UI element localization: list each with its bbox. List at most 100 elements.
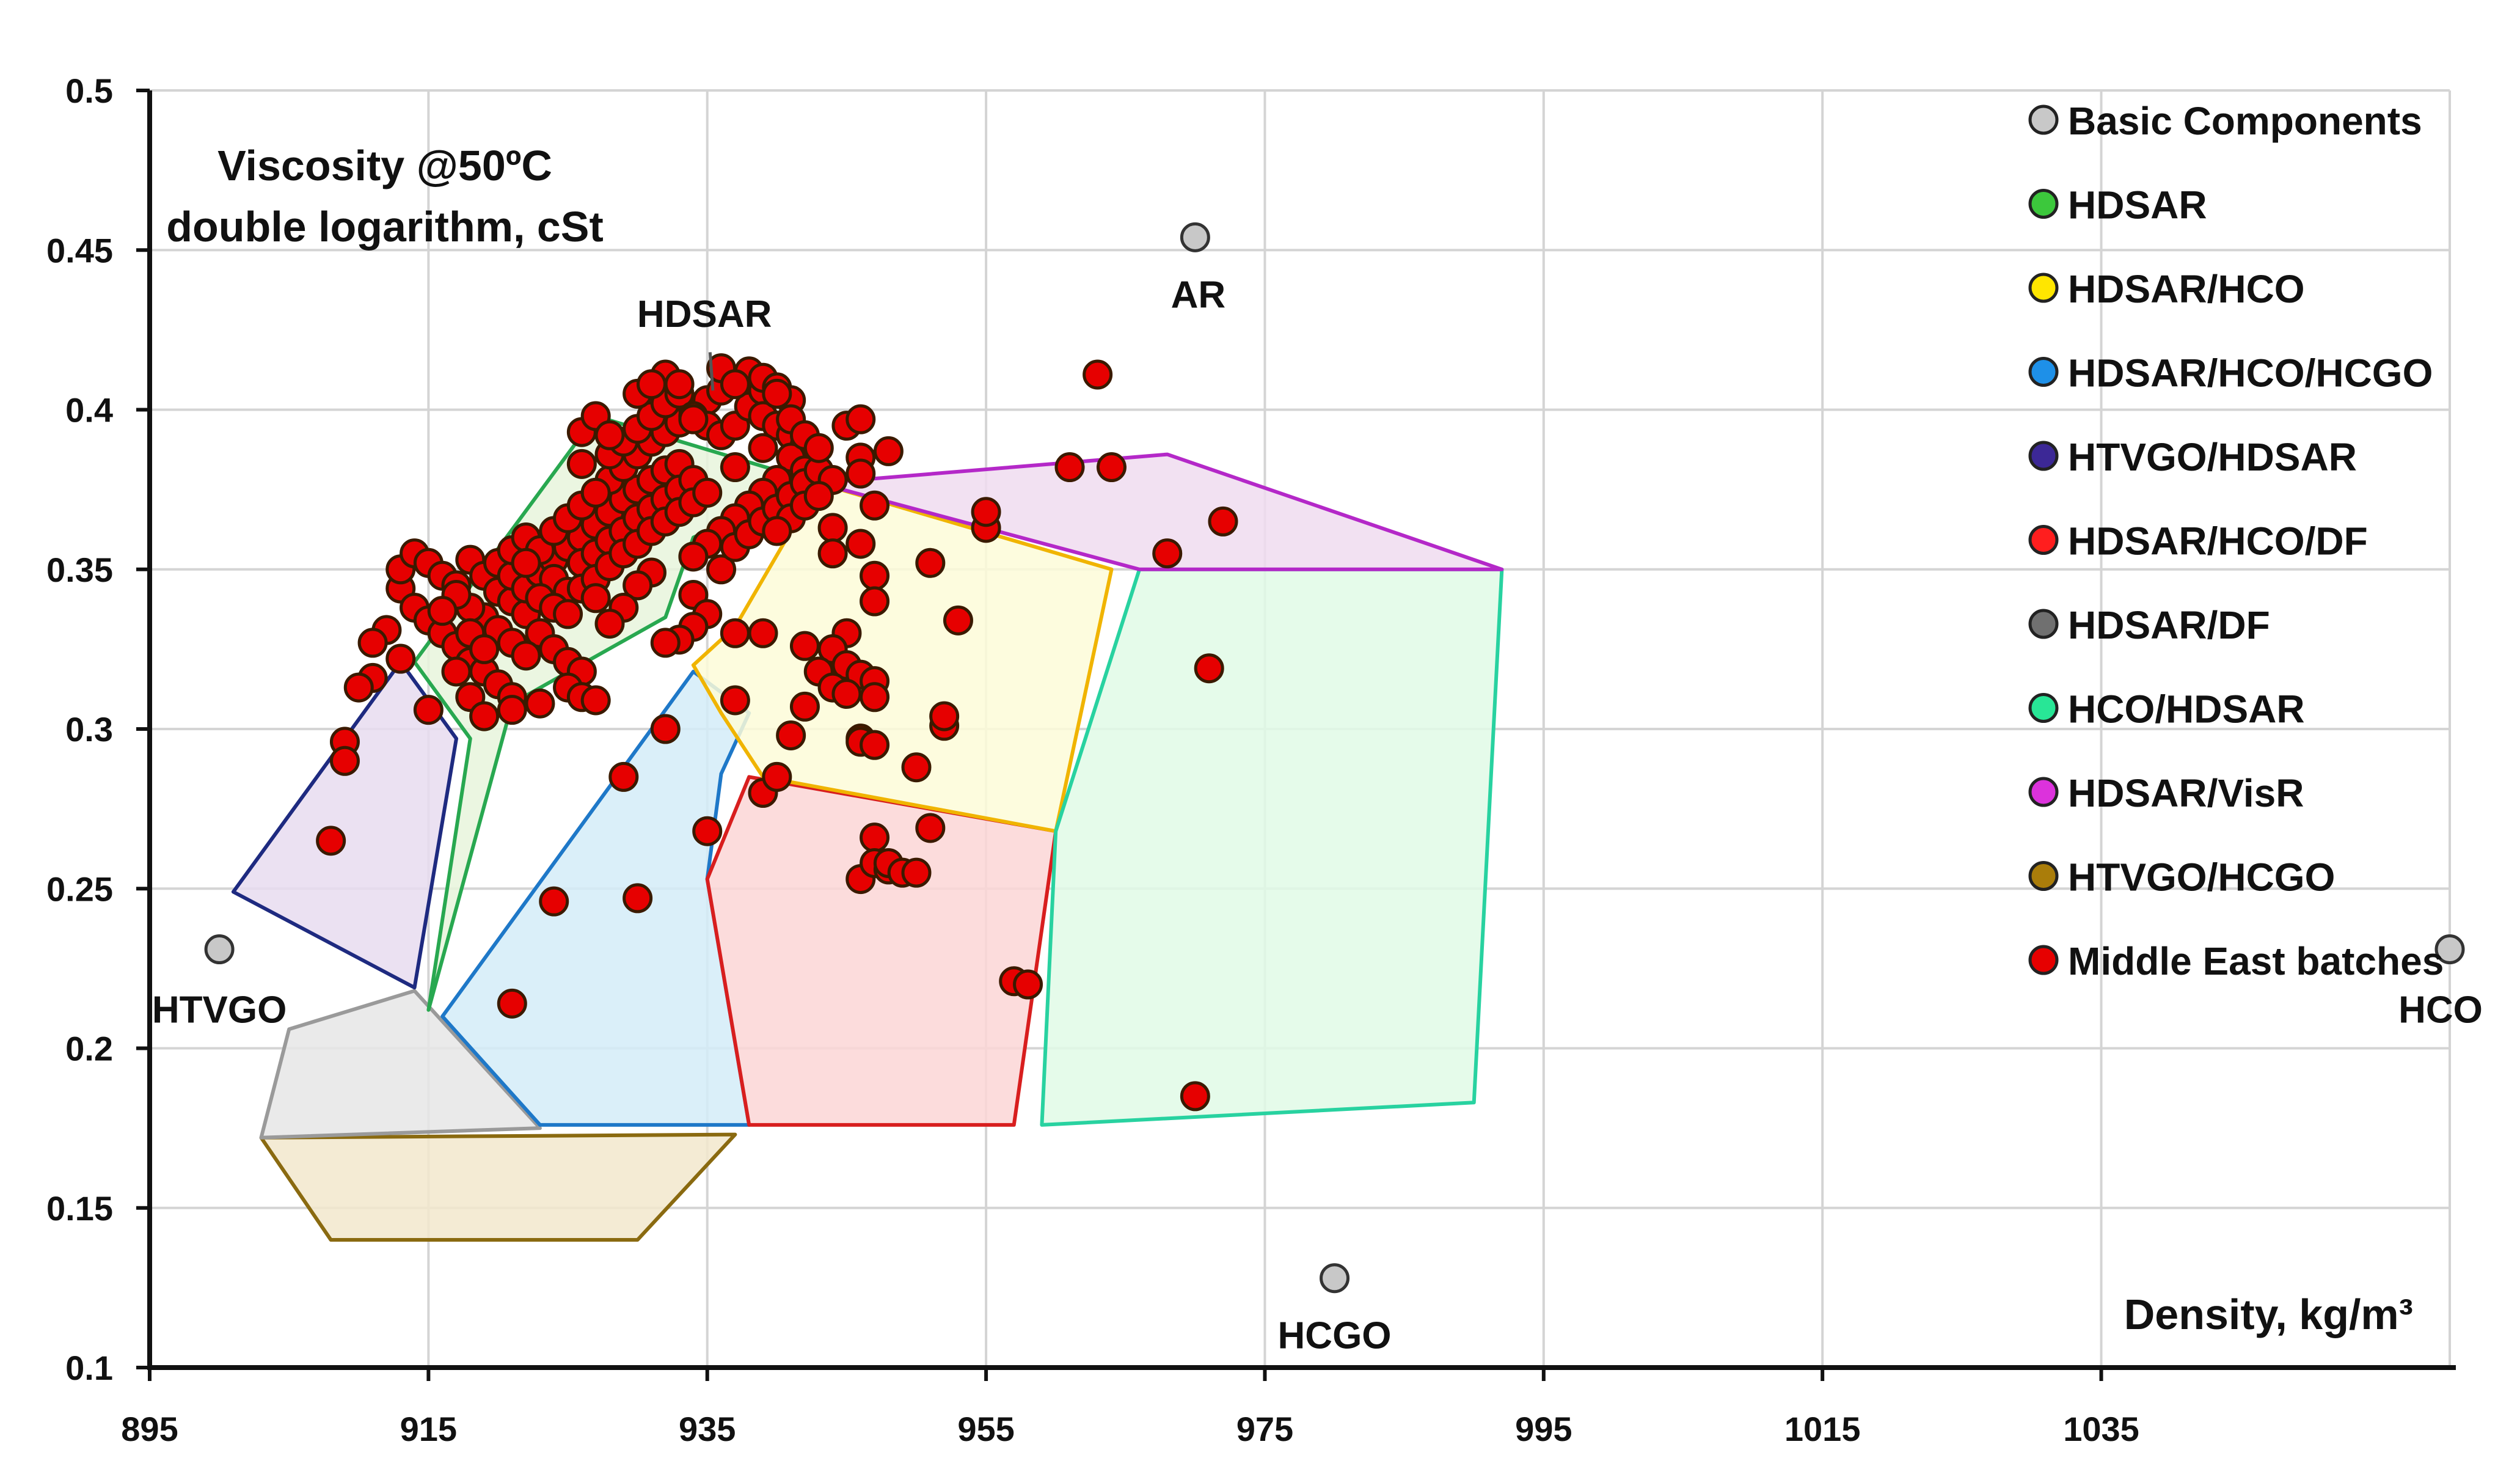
hdsar-callout: HDSAR: [637, 293, 772, 335]
basic-component-label: HCO: [2398, 989, 2483, 1031]
legend-label: HDSAR/HCO: [2068, 267, 2305, 311]
basic-component-point: [1180, 222, 1210, 252]
legend-marker: [2028, 945, 2059, 975]
y-tick-label: 0.1: [65, 1349, 113, 1387]
batch-point: [623, 883, 653, 914]
batch-point: [329, 745, 360, 776]
batch-point: [803, 433, 834, 463]
y-tick-label: 0.35: [46, 551, 113, 589]
legend-label: Middle East batches: [2068, 939, 2444, 983]
batch-point: [831, 679, 862, 709]
legend-marker: [2028, 104, 2059, 135]
legend-marker: [2028, 189, 2059, 219]
batch-point: [441, 656, 472, 687]
batch-point: [594, 609, 625, 639]
batch-point: [385, 643, 416, 674]
batch-point: [692, 816, 723, 846]
batch-point: [748, 618, 778, 648]
legend-label: HDSAR/VisR: [2068, 771, 2304, 815]
batch-point: [1208, 506, 1238, 537]
batch-point: [580, 583, 611, 614]
legend-label: HTVGO/HCGO: [2068, 855, 2335, 899]
batch-point: [817, 538, 848, 569]
batch-point: [678, 541, 709, 572]
batch-point: [594, 420, 625, 450]
batch-point: [1013, 969, 1043, 1000]
y-axis-title-line: Viscosity @50ºC: [217, 142, 552, 189]
batch-point: [845, 458, 876, 489]
legend-marker: [2028, 441, 2059, 471]
y-tick-label: 0.5: [65, 71, 113, 110]
legend-marker: [2028, 609, 2059, 639]
batch-point: [720, 618, 750, 648]
batch-point: [343, 672, 374, 703]
batch-point: [469, 701, 500, 731]
batch-point: [539, 886, 569, 917]
x-tick-label: 915: [400, 1410, 457, 1448]
hdsar-callout-leader: [708, 352, 715, 391]
batch-point: [943, 605, 973, 636]
batch-point: [860, 730, 890, 760]
legend: Basic Components HDSAR HDSAR/HCO HDSAR/HCO/…: [2028, 99, 2444, 983]
batch-point: [1152, 538, 1183, 569]
basic-component-point: [1320, 1263, 1350, 1294]
batch-point: [817, 513, 848, 543]
batch-point: [608, 761, 639, 792]
annotations: Viscosity @50ºC double logarithm, cSt Dens…: [152, 142, 2483, 1357]
batch-point: [511, 640, 541, 671]
batch-point: [1054, 452, 1085, 483]
basic-component-point: [2434, 934, 2465, 965]
y-tick-label: 0.45: [46, 231, 113, 269]
batch-point: [1083, 359, 1113, 390]
x-tick-label: 955: [957, 1410, 1014, 1448]
y-tick-label: 0.15: [46, 1189, 113, 1228]
batch-point: [413, 695, 444, 725]
basic-component-label: HTVGO: [152, 989, 287, 1031]
x-tick-label: 1035: [2063, 1410, 2139, 1448]
batch-point: [664, 369, 695, 400]
batch-point: [915, 813, 946, 843]
region-hdsar-visr: [817, 452, 1504, 571]
axes: 0.1 0.15 0.2 0.25 0.3 0.35 0.4 0.45 0.5 895 915 935…: [46, 71, 2456, 1448]
legend-marker: [2028, 357, 2059, 387]
legend-marker: [2028, 777, 2059, 807]
batch-point: [316, 826, 346, 856]
batch-point: [678, 404, 709, 434]
batch-point: [720, 685, 750, 716]
batch-point: [720, 369, 750, 400]
x-tick-label: 935: [679, 1410, 736, 1448]
batch-point: [873, 436, 904, 466]
batch-point: [525, 688, 555, 719]
batch-point: [650, 628, 681, 658]
batch-point: [762, 378, 792, 409]
y-axis-title-line: double logarithm, cSt: [166, 203, 604, 251]
x-tick-label: 975: [1236, 1410, 1293, 1448]
basic-component-label: HCGO: [1278, 1315, 1392, 1357]
batch-point: [845, 529, 876, 559]
legend-marker: [2028, 273, 2059, 303]
batch-point: [692, 477, 723, 508]
x-tick-label: 1015: [1784, 1410, 1861, 1448]
region-htvgo-hcgo: [259, 1132, 737, 1242]
batch-point: [748, 433, 778, 463]
batch-point: [860, 822, 890, 853]
batch-point: [789, 691, 820, 722]
batch-point: [553, 599, 583, 629]
batch-point: [1194, 653, 1224, 684]
x-axis-title: Density, kg/m³: [2124, 1291, 2413, 1338]
batch-point: [929, 701, 960, 731]
batch-point: [497, 988, 527, 1019]
batch-point: [511, 548, 541, 578]
batch-point: [427, 596, 458, 626]
basic-component-point: [204, 934, 235, 965]
batch-point: [1096, 452, 1127, 483]
region-hdsar-df: [259, 989, 542, 1140]
batch-point: [762, 516, 792, 546]
legend-label: HDSAR/HCO/HCGO: [2068, 351, 2433, 395]
batch-point: [1180, 1081, 1210, 1112]
batch-point: [860, 682, 890, 713]
batch-point: [497, 695, 527, 725]
batch-point: [971, 497, 1001, 527]
basic-component-label: AR: [1171, 274, 1226, 316]
